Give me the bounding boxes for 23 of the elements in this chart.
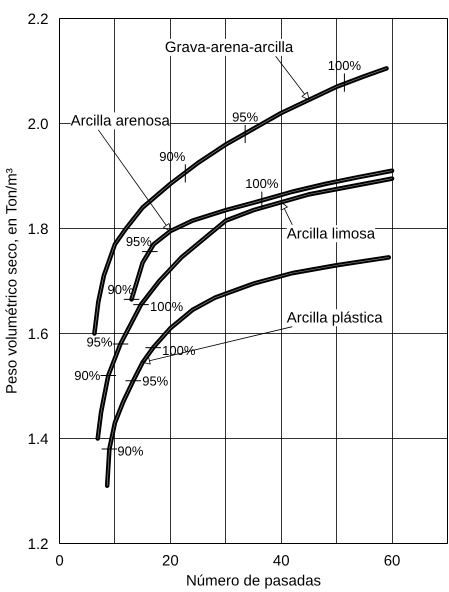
x-axis-title: Número de pasadas [186, 572, 322, 590]
annotation: 95% [86, 334, 113, 350]
y-tick-label: 1.6 [28, 326, 49, 343]
text: Arcilla arenosa [70, 112, 170, 130]
annotation: 100% [245, 176, 279, 192]
annotation: 90% [74, 368, 101, 383]
annotation: 90% [117, 444, 144, 458]
x-tick-label: 40 [272, 552, 290, 570]
legend-label: Arcilla limosa [286, 225, 376, 242]
x-tick-label: 60 [384, 552, 400, 570]
y-tick-label: 2.0 [28, 116, 49, 133]
annotation: 95% [232, 110, 259, 124]
annotation: 95% [142, 373, 169, 388]
x-tick-label: 0 [55, 552, 64, 570]
text: Arcilla plástica [286, 309, 384, 326]
y-tick-label: 1.8 [28, 221, 49, 238]
text: Grava-arena-arcilla [164, 38, 294, 56]
y-tick-label: 2.2 [28, 11, 49, 28]
y-tick-label: 1.2 [28, 536, 49, 553]
y-axis-title: Peso volumétrico seco, en Ton/m³ [4, 168, 21, 394]
x-tick-label: 20 [162, 552, 179, 570]
y-tick-label: 1.4 [28, 431, 49, 448]
annotation: 95% [126, 234, 152, 250]
